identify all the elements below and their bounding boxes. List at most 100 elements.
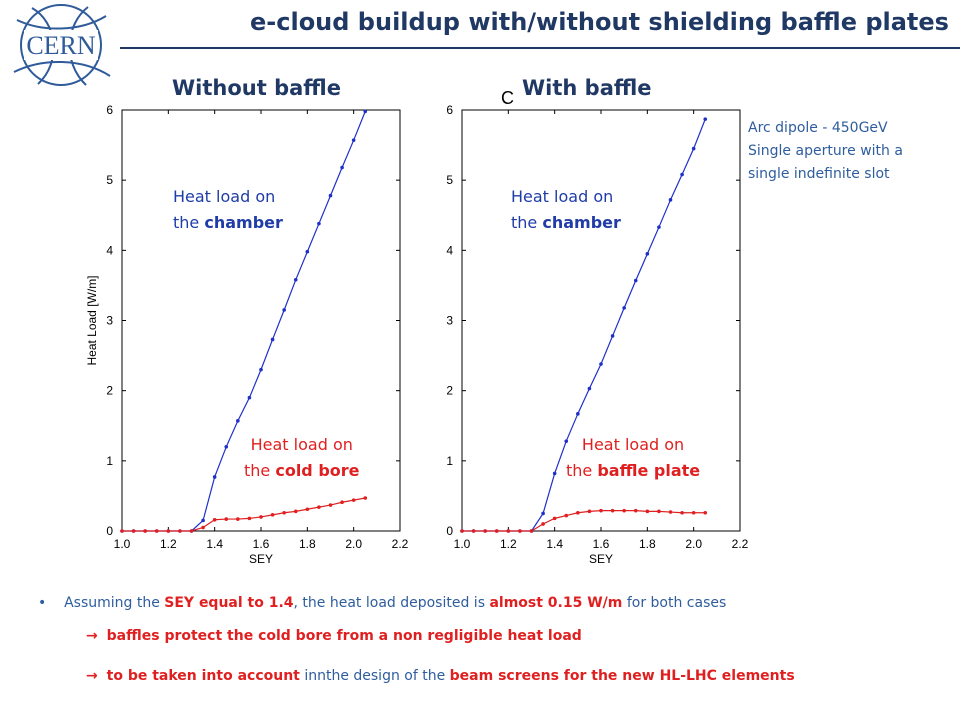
y-tick-label: 0 — [106, 524, 113, 538]
y-tick-label: 4 — [106, 243, 113, 257]
data-point — [518, 529, 522, 533]
label-chamber-right: Heat load on the chamber — [511, 187, 621, 232]
page-title: e-cloud buildup with/without shielding b… — [250, 8, 949, 36]
data-point — [633, 278, 638, 283]
data-point — [483, 529, 487, 533]
data-point — [494, 529, 499, 533]
data-point — [131, 529, 136, 533]
y-tick-label: 1 — [106, 454, 113, 468]
series-line-1 — [122, 497, 366, 532]
x-tick-label: 2.2 — [732, 537, 749, 551]
y-tick-label: 3 — [106, 314, 113, 328]
y-tick-label: 1 — [446, 454, 453, 468]
data-point — [657, 509, 661, 514]
data-point — [645, 509, 650, 514]
data-point — [599, 508, 603, 513]
x-tick-label: 1.4 — [206, 537, 223, 551]
data-point — [143, 529, 147, 533]
data-point — [120, 529, 124, 533]
panel-heading-without-baffle: Without baffle — [172, 76, 341, 100]
data-point — [293, 509, 298, 514]
label-chamber-left: Heat load on the chamber — [173, 187, 283, 232]
data-point — [541, 511, 545, 516]
data-point — [236, 517, 240, 521]
y-tick-label: 2 — [106, 384, 113, 398]
data-point — [552, 471, 557, 476]
data-point — [259, 367, 263, 372]
x-tick-label: 1.0 — [454, 537, 471, 551]
bullet-2: → baffles protect the cold bore from a n… — [86, 628, 582, 644]
data-point — [328, 193, 333, 198]
data-point — [340, 500, 344, 505]
stray-label: C — [501, 88, 514, 108]
data-point — [668, 510, 673, 514]
data-point — [351, 498, 356, 502]
y-tick-label: 4 — [446, 243, 453, 257]
chart-with-baffle: 1.0 1.2 1.4 1.6 1.8 2.0 2.2 0 1 2 3 4 5 6 SEY — [446, 103, 749, 566]
x-tick-label: 1.4 — [546, 537, 563, 551]
bullet-1: • Assuming the SEY equal to 1.4, the hea… — [38, 595, 727, 611]
data-point — [236, 419, 240, 423]
data-point — [587, 509, 592, 514]
y-tick-label: 5 — [106, 173, 113, 187]
data-point — [564, 513, 569, 518]
label-baffle-plate: Heat load on the baffle plate — [566, 435, 701, 480]
y-tick-label: 6 — [446, 103, 453, 117]
x-axis-label: SEY — [249, 552, 273, 566]
data-point — [703, 510, 708, 515]
logo-text: CERN — [26, 31, 96, 60]
data-point — [668, 198, 673, 202]
data-point — [691, 510, 696, 515]
arrow-right-icon: → — [86, 668, 98, 684]
data-point — [576, 510, 580, 515]
data-point — [680, 510, 684, 515]
data-point — [259, 515, 263, 519]
label-cold-bore: Heat load on the cold bore — [244, 435, 360, 480]
data-point — [703, 117, 708, 121]
data-point — [599, 362, 603, 366]
bullet-3: → to be taken into account innthe design… — [86, 668, 795, 684]
x-tick-label: 2.0 — [685, 537, 702, 551]
data-point — [317, 505, 321, 509]
y-tick-label: 6 — [106, 103, 113, 117]
series-line-1 — [462, 510, 706, 532]
side-note: Arc dipole - 450GeV Single aperture with… — [748, 120, 903, 182]
data-point — [610, 508, 615, 513]
data-point — [363, 109, 368, 114]
data-point — [622, 306, 626, 310]
data-point — [189, 529, 194, 533]
data-point — [351, 138, 356, 142]
data-point — [541, 522, 545, 526]
data-point — [340, 165, 344, 170]
data-point — [212, 517, 217, 522]
x-tick-label: 1.6 — [593, 537, 610, 551]
data-point — [282, 308, 286, 312]
cern-logo: CERN — [13, 4, 111, 86]
y-axis-label: Heat Load [W/m] — [85, 275, 99, 365]
data-point — [471, 529, 476, 533]
x-axis-label: SEY — [589, 552, 613, 566]
data-point — [178, 529, 182, 533]
data-point — [622, 508, 626, 513]
y-tick-label: 3 — [446, 314, 453, 328]
arrow-right-icon: → — [86, 628, 98, 644]
data-point — [282, 510, 286, 515]
data-point — [305, 249, 310, 254]
data-point — [247, 516, 252, 521]
y-tick-label: 5 — [446, 173, 453, 187]
data-point — [552, 516, 557, 521]
data-point — [201, 518, 205, 523]
panel-heading-with-baffle: With baffle — [522, 76, 652, 100]
x-tick-label: 1.8 — [639, 537, 656, 551]
data-point — [506, 529, 511, 533]
x-tick-label: 1.6 — [253, 537, 270, 551]
data-point — [166, 529, 171, 533]
data-point — [587, 386, 592, 391]
data-point — [363, 496, 368, 500]
data-point — [224, 445, 229, 449]
x-tick-label: 1.8 — [299, 537, 316, 551]
chart-without-baffle: 1.0 1.2 1.4 1.6 1.8 2.0 2.2 0 1 2 3 4 5 6 SEY Heat Load… — [85, 103, 409, 566]
data-point — [305, 507, 310, 512]
data-point — [293, 278, 298, 282]
data-point — [633, 508, 638, 513]
